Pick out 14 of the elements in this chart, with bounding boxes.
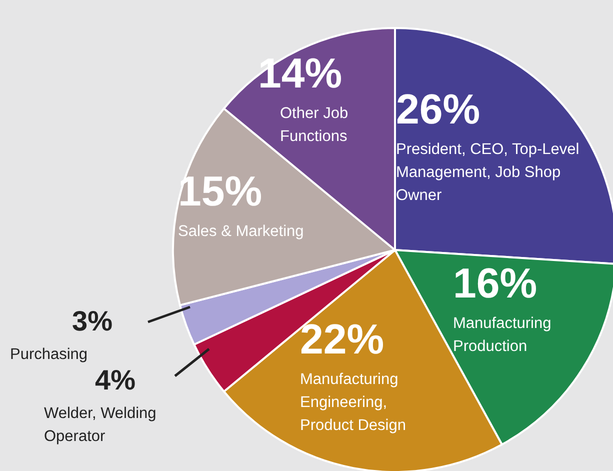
slice-label: Purchasing: [10, 346, 88, 363]
slice-label: Other Job Functions: [280, 105, 352, 145]
data-label: 15%: [178, 168, 262, 214]
data-label: 4%: [95, 364, 136, 396]
data-label: 16%: [453, 260, 538, 306]
data-label: 22%: [300, 316, 384, 362]
slice-label: Welder, Welding Operator: [44, 405, 161, 445]
data-label: 3%: [72, 306, 113, 336]
data-label: 26%: [396, 86, 480, 132]
slice-label: Manufacturing Production: [453, 315, 556, 355]
slice-label: President, CEO, Top-Level Management, Job Shop Owner: [396, 141, 584, 204]
slice-label: Sales & Marketing: [178, 223, 304, 240]
slice-label: Manufacturing Engineering, Product Design: [300, 371, 406, 434]
data-label: 14%: [258, 50, 342, 96]
